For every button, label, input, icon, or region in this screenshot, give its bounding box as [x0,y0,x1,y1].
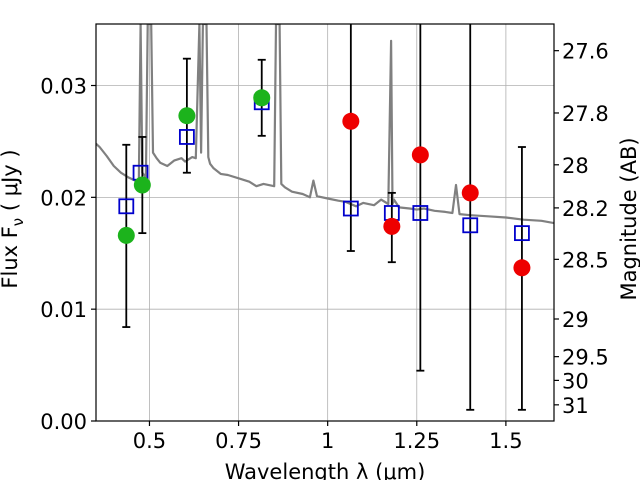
y2-axis-title: Magnitude (AB) [617,137,640,300]
model-photometry-square [178,129,195,145]
detection-point [133,176,151,194]
x-tick-label: 1 [321,429,334,453]
x-axis-title: Wavelength λ (μm) [225,460,426,480]
model-photometry-square [412,205,429,221]
y-axis-title-subscript: ν [9,218,27,226]
axes-frame [95,23,555,422]
y-axis-title-units: ( μJy ) [0,149,22,217]
model-photometry-square [462,217,479,234]
y2-tick-label: 31 [562,394,589,418]
y2-tick-label: 27.8 [562,102,609,126]
y2-tick-label: 27.6 [562,40,609,64]
model-sed-line [96,24,554,225]
axis-ticks: 0.5 0.75 1 1.25 1.5 0.00 0.01 0.02 0.03 27.6 27.8 2… [40,40,609,453]
x-tick-label: 0.75 [215,429,262,453]
y2-tick-label: 29.5 [562,346,609,370]
y2-tick-label: 28.2 [562,197,609,221]
data-points [117,24,531,411]
y2-axis-title-group: Magnitude (AB) [617,137,640,300]
y-tick-label: 0.00 [40,410,87,434]
detection-point [117,226,135,244]
detection-point [253,89,271,107]
y2-tick-label: 29 [562,308,589,332]
y-tick-label: 0.02 [40,186,87,210]
non-detection-point [383,217,401,235]
non-detection-point [461,184,479,202]
y-axis-title: Flux Fν ( μJy ) [0,149,27,288]
plot-content [96,24,554,225]
y-tick-label: 0.03 [40,75,87,99]
x-tick-label: 1.25 [393,429,440,453]
y2-tick-label: 28 [562,154,589,178]
series-layer [96,24,554,225]
non-detection-point [342,112,360,130]
model-photometry-square [118,198,135,215]
y2-tick-label: 28.5 [562,248,609,272]
non-detection-point [411,146,429,164]
model-photometry-square [342,200,359,217]
model-photometry-square [514,225,530,242]
detection-point [178,107,196,125]
non-detection-point [513,259,531,277]
x-tick-label: 0.5 [133,429,166,453]
y-axis-title-group: Flux Fν ( μJy ) [0,149,27,288]
x-tick-label: 1.5 [489,429,522,453]
y2-tick-label: 30 [562,369,589,393]
y-axis-title-main: Flux F [0,226,22,288]
y-tick-label: 0.01 [40,298,87,322]
plot-frame [95,23,555,422]
